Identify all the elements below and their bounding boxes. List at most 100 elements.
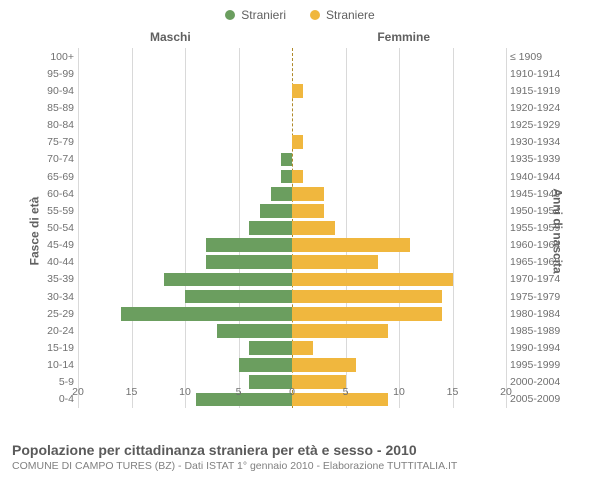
age-label: 40-44 (40, 254, 74, 271)
age-label: 55-59 (40, 202, 74, 219)
age-labels: 100+95-9990-9485-8980-8475-7970-7465-696… (40, 48, 74, 408)
birth-label: 1965-1969 (510, 254, 568, 271)
x-tick: 15 (447, 386, 459, 398)
bar-female (292, 187, 324, 201)
bar-male (271, 187, 292, 201)
birth-label: 1995-1999 (510, 357, 568, 374)
age-label: 100+ (40, 48, 74, 65)
legend-item-female: Straniere (310, 8, 375, 22)
pyramid-row (78, 254, 506, 271)
plot-area: 201510505101520 (78, 48, 506, 408)
legend: Stranieri Straniere (0, 0, 600, 26)
age-label: 20-24 (40, 322, 74, 339)
birth-label: 1920-1924 (510, 99, 568, 116)
age-label: 70-74 (40, 151, 74, 168)
birth-label: 1915-1919 (510, 82, 568, 99)
pyramid-row (78, 65, 506, 82)
pyramid-row (78, 305, 506, 322)
pyramid-row (78, 237, 506, 254)
x-tick: 5 (343, 386, 349, 398)
pyramid-row (78, 322, 506, 339)
bar-female (292, 290, 442, 304)
bar-female (292, 238, 410, 252)
x-tick: 5 (236, 386, 242, 398)
age-label: 25-29 (40, 305, 74, 322)
column-header-female: Femmine (377, 30, 430, 44)
bar-female (292, 84, 303, 98)
bar-female (292, 221, 335, 235)
chart-title: Popolazione per cittadinanza straniera p… (12, 442, 588, 458)
birth-label: 1970-1974 (510, 271, 568, 288)
bar-rows (78, 48, 506, 408)
bar-male (206, 238, 292, 252)
age-label: 95-99 (40, 65, 74, 82)
legend-item-male: Stranieri (225, 8, 286, 22)
legend-dot-female (310, 10, 320, 20)
pyramid-row (78, 357, 506, 374)
bar-female (292, 307, 442, 321)
age-label: 80-84 (40, 117, 74, 134)
bar-female (292, 255, 378, 269)
bar-female (292, 273, 453, 287)
age-label: 15-19 (40, 339, 74, 356)
age-label: 60-64 (40, 185, 74, 202)
bar-female (292, 204, 324, 218)
birth-label: 2005-2009 (510, 391, 568, 408)
x-tick: 10 (393, 386, 405, 398)
pyramid-row (78, 134, 506, 151)
bar-female (292, 324, 388, 338)
x-axis: 201510505101520 (78, 386, 506, 402)
age-label: 10-14 (40, 357, 74, 374)
bar-male (121, 307, 292, 321)
birth-label: 1990-1994 (510, 339, 568, 356)
legend-label-female: Straniere (326, 8, 375, 22)
bar-female (292, 341, 313, 355)
birth-labels: ≤ 19091910-19141915-19191920-19241925-19… (510, 48, 568, 408)
bar-male (260, 204, 292, 218)
bar-female (292, 135, 303, 149)
bar-male (281, 170, 292, 184)
x-tick: 0 (289, 386, 295, 398)
birth-label: 1925-1929 (510, 117, 568, 134)
birth-label: 1985-1989 (510, 322, 568, 339)
birth-label: 1910-1914 (510, 65, 568, 82)
bar-female (292, 170, 303, 184)
age-label: 0-4 (40, 391, 74, 408)
age-label: 35-39 (40, 271, 74, 288)
pyramid-row (78, 168, 506, 185)
pyramid-row (78, 339, 506, 356)
x-tick: 20 (500, 386, 512, 398)
age-label: 65-69 (40, 168, 74, 185)
chart-subtitle: COMUNE DI CAMPO TURES (BZ) - Dati ISTAT … (12, 460, 588, 472)
birth-label: 1940-1944 (510, 168, 568, 185)
bar-female (292, 358, 356, 372)
birth-label: 1980-1984 (510, 305, 568, 322)
pyramid-row (78, 271, 506, 288)
pyramid-row (78, 99, 506, 116)
pyramid-row (78, 117, 506, 134)
pyramid-row (78, 202, 506, 219)
pyramid-row (78, 219, 506, 236)
age-label: 90-94 (40, 82, 74, 99)
bar-male (217, 324, 292, 338)
birth-label: 2000-2004 (510, 374, 568, 391)
age-label: 45-49 (40, 237, 74, 254)
birth-label: 1935-1939 (510, 151, 568, 168)
birth-label: 1930-1934 (510, 134, 568, 151)
chart-footer: Popolazione per cittadinanza straniera p… (0, 436, 600, 472)
pyramid-row (78, 48, 506, 65)
gridline (506, 48, 507, 408)
legend-dot-male (225, 10, 235, 20)
bar-male (239, 358, 293, 372)
legend-label-male: Stranieri (241, 8, 286, 22)
x-tick: 20 (72, 386, 84, 398)
x-tick: 15 (126, 386, 138, 398)
pyramid-row (78, 151, 506, 168)
x-tick: 10 (179, 386, 191, 398)
age-label: 30-34 (40, 288, 74, 305)
age-label: 85-89 (40, 99, 74, 116)
bar-male (249, 341, 292, 355)
birth-label: 1975-1979 (510, 288, 568, 305)
column-header-male: Maschi (150, 30, 191, 44)
age-label: 75-79 (40, 134, 74, 151)
